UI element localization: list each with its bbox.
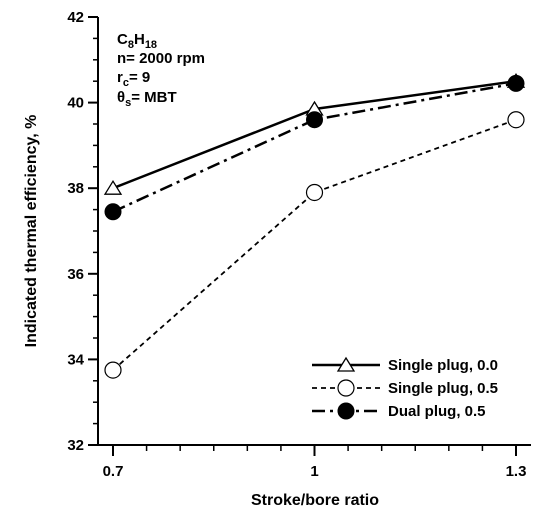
legend-entry-dual-plug-0-5: Dual plug, 0.5 [312, 402, 486, 420]
y-tick-label: 42 [67, 9, 84, 26]
series-markers [103, 72, 526, 379]
data-point-open-circle [507, 111, 525, 129]
y-axis-title: Indicated thermal efficiency, % [23, 115, 40, 348]
legend-label: Single plug, 0.5 [388, 380, 498, 397]
y-tick-label: 38 [67, 180, 84, 197]
compression-ratio-label: rc= 9 [117, 69, 150, 89]
y-tick-label: 36 [67, 266, 84, 283]
series-line-filled-circle [112, 82, 517, 213]
legend-marker-open-circle [337, 379, 355, 397]
x-axis-title: Stroke/bore ratio [251, 492, 379, 509]
data-point-open-circle [305, 183, 324, 202]
x-tick-label: 1 [310, 463, 318, 480]
data-point-filled-circle [306, 111, 323, 129]
x-tick-label: 0.7 [103, 463, 124, 480]
y-ticks: 32 34 36 38 40 42 [67, 9, 98, 454]
data-point-filled-circle [104, 203, 122, 221]
legend-label: Single plug, 0.0 [388, 357, 498, 374]
series-layer [103, 72, 526, 379]
data-point-open-triangle [103, 179, 123, 195]
legend-entry-single-plug-0-5: Single plug, 0.5 [312, 379, 498, 397]
data-point-open-circle [104, 361, 122, 379]
x-tick-label: 1.3 [506, 463, 527, 480]
x-ticks: 0.7 1 1.3 [103, 445, 527, 480]
legend-entry-single-plug-0-0: Single plug, 0.0 [312, 356, 498, 374]
spark-timing-label: θs= MBT [117, 89, 177, 109]
legend-marker-filled-circle [337, 402, 355, 420]
legend-label: Dual plug, 0.5 [388, 403, 486, 420]
fuel-label: C8H18 [117, 31, 157, 51]
legend-marker-open-triangle [336, 356, 356, 372]
y-tick-label: 32 [67, 437, 84, 454]
series-line-open-circle [112, 118, 517, 371]
y-tick-label: 40 [67, 95, 84, 112]
speed-label: n= 2000 rpm [117, 50, 205, 67]
data-point-filled-circle [507, 74, 525, 92]
legend: Single plug, 0.0 Single plug, 0.5 Dual p… [312, 356, 498, 420]
y-tick-label: 34 [67, 351, 84, 368]
conditions-annotation: C8H18 n= 2000 rpm rc= 9 θs= MBT [117, 31, 205, 109]
